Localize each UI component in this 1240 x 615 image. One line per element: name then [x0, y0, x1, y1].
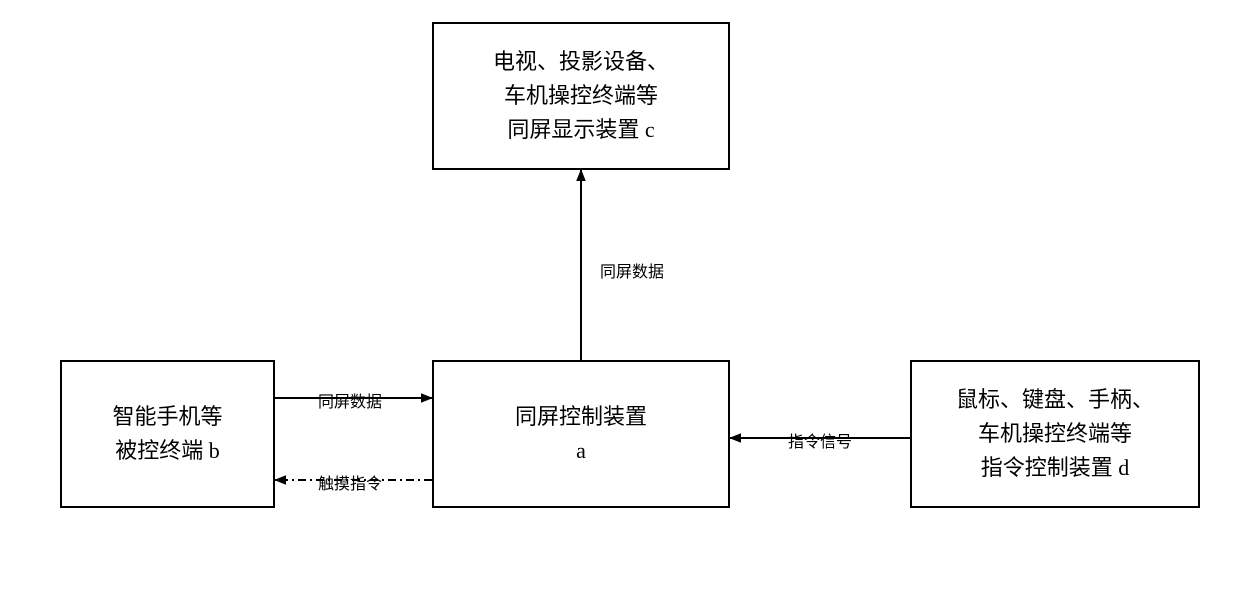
edge-label-a-to-b: 触摸指令 — [318, 470, 382, 494]
node-controlled-terminal-b: 智能手机等 被控终端 b — [60, 360, 275, 508]
node-d-line3: 指令控制装置 d — [981, 455, 1130, 480]
edge-label-a-to-c: 同屏数据 — [600, 258, 664, 282]
node-b-line1: 智能手机等 — [112, 404, 222, 429]
node-d-line2: 车机操控终端等 — [978, 421, 1132, 446]
node-a-line2: a — [576, 438, 586, 463]
node-display-device-c: 电视、投影设备、 车机操控终端等 同屏显示装置 c — [432, 22, 730, 170]
node-b-line2: 被控终端 b — [115, 438, 220, 463]
edge-label-d-to-a: 指令信号 — [788, 428, 852, 452]
edge-label-b-to-a: 同屏数据 — [318, 388, 382, 412]
node-c-line3: 同屏显示装置 c — [507, 117, 654, 142]
node-c-line2: 车机操控终端等 — [504, 83, 658, 108]
node-d-line1: 鼠标、键盘、手柄、 — [956, 387, 1154, 412]
diagram-stage: 电视、投影设备、 车机操控终端等 同屏显示装置 c 同屏控制装置 a 智能手机等… — [0, 0, 1240, 615]
node-a-line1: 同屏控制装置 — [515, 404, 647, 429]
node-controller-a: 同屏控制装置 a — [432, 360, 730, 508]
node-command-device-d: 鼠标、键盘、手柄、 车机操控终端等 指令控制装置 d — [910, 360, 1200, 508]
node-c-line1: 电视、投影设备、 — [493, 49, 669, 74]
